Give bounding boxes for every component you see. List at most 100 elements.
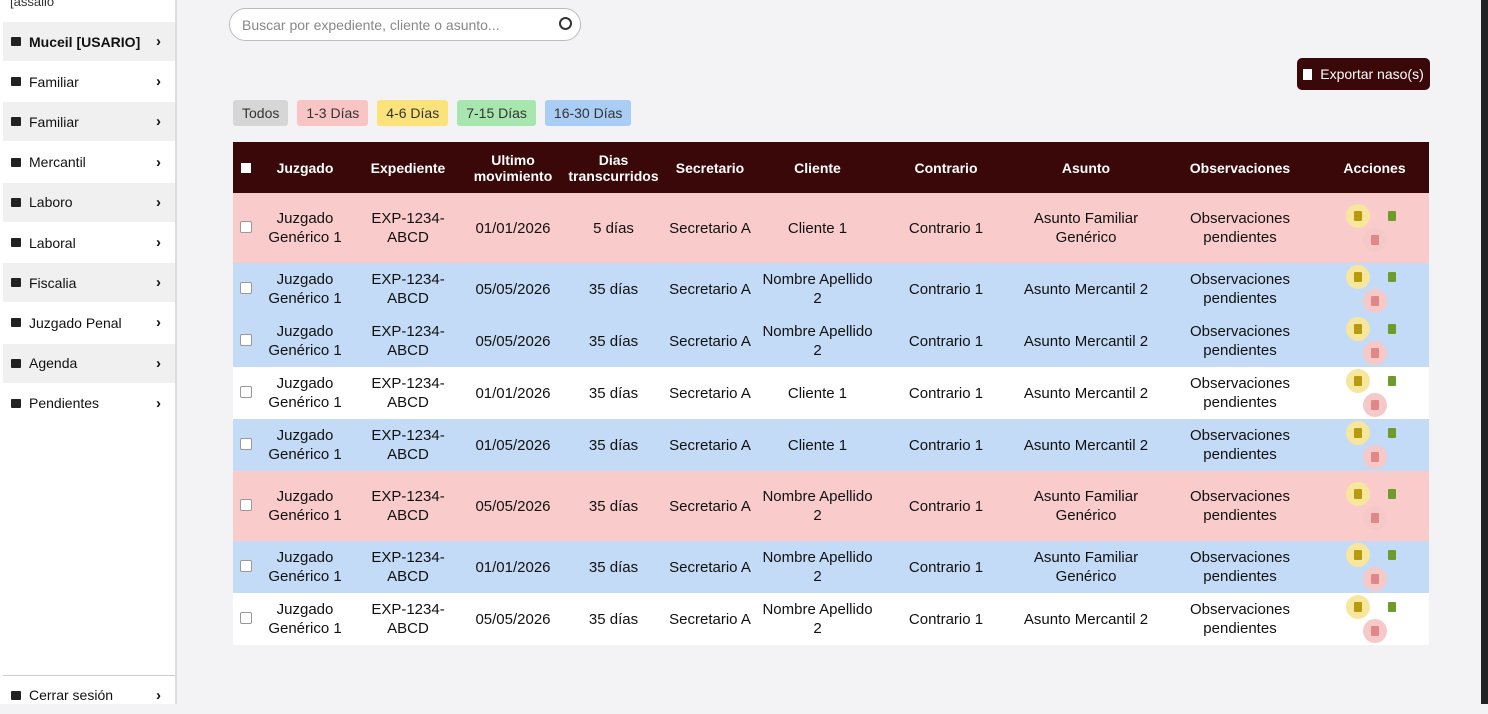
table-row: Juzgado Genérico 1EXP-1234-ABCD05/05/202…: [233, 263, 1429, 315]
nav-item[interactable]: Familiar›: [3, 102, 175, 141]
delete-button[interactable]: [1363, 393, 1387, 417]
cell: Observaciones pendientes: [1160, 541, 1320, 593]
checkbox[interactable]: [240, 282, 252, 294]
table-row: Juzgado Genérico 1EXP-1234-ABCD01/01/202…: [233, 541, 1429, 593]
document-button[interactable]: [1380, 595, 1404, 619]
cell: Contrario 1: [880, 367, 1012, 419]
chevron: ›: [156, 73, 161, 90]
cell: Juzgado Genérico 1: [258, 193, 352, 263]
nav-item[interactable]: Agenda›: [3, 344, 175, 383]
search-box[interactable]: Buscar por expediente, cliente o asunto.…: [229, 8, 581, 41]
nav-item[interactable]: Juzgado Penal›: [3, 303, 175, 342]
cell: Nombre Apellido 2: [755, 263, 880, 315]
delete-button[interactable]: [1363, 567, 1387, 591]
checkbox[interactable]: [240, 386, 252, 398]
actions-cell: [1320, 315, 1429, 367]
cell: EXP-1234-ABCD: [352, 315, 464, 367]
document-button[interactable]: [1380, 204, 1404, 228]
checkbox[interactable]: [240, 499, 252, 511]
filter-button[interactable]: 16-30 Días: [545, 100, 631, 126]
checkbox[interactable]: [241, 163, 251, 173]
edit-button[interactable]: [1346, 421, 1370, 445]
logout-label: Cerrar sesión: [29, 687, 113, 703]
select-all[interactable]: [233, 142, 258, 193]
actions-cell: [1320, 541, 1429, 593]
delete-button[interactable]: [1363, 289, 1387, 313]
chevron: ›: [156, 33, 161, 50]
nav-label: Familiar: [29, 74, 79, 90]
cell: 35 días: [562, 593, 665, 645]
column-header: Secretario: [665, 142, 755, 193]
edit-button[interactable]: [1346, 317, 1370, 341]
nav-item[interactable]: Fiscalia›: [3, 263, 175, 302]
cell: 35 días: [562, 263, 665, 315]
select-cell: [233, 471, 258, 541]
document-button[interactable]: [1380, 369, 1404, 393]
nav-item[interactable]: Laboral›: [3, 223, 175, 262]
checkbox[interactable]: [240, 334, 252, 346]
delete-button[interactable]: [1363, 445, 1387, 469]
cell: Secretario A: [665, 315, 755, 367]
nav-item[interactable]: Familiar ›: [3, 62, 175, 101]
select-cell: [233, 593, 258, 645]
delete-button[interactable]: [1363, 506, 1387, 530]
filter-button[interactable]: 1-3 Días: [297, 100, 368, 126]
cell: Nombre Apellido 2: [755, 315, 880, 367]
delete-button[interactable]: [1363, 228, 1387, 252]
actions-cell: [1320, 367, 1429, 419]
cell: 01/05/2026: [464, 419, 562, 471]
table-row: Juzgado Genérico 1EXP-1234-ABCD05/05/202…: [233, 315, 1429, 367]
actions-cell: [1320, 419, 1429, 471]
chevron: ›: [156, 234, 161, 251]
cell: Nombre Apellido 2: [755, 593, 880, 645]
column-header: Juzgado: [258, 142, 352, 193]
cell: Juzgado Genérico 1: [258, 541, 352, 593]
checkbox[interactable]: [240, 221, 252, 233]
chevron: ›: [156, 194, 161, 211]
edit-button[interactable]: [1346, 265, 1370, 289]
filter-button[interactable]: 7-15 Días: [457, 100, 536, 126]
checkbox[interactable]: [240, 438, 252, 450]
filter-button[interactable]: Todos: [233, 100, 288, 126]
edit-button[interactable]: [1346, 543, 1370, 567]
table-row: Juzgado Genérico 1EXP-1234-ABCD05/05/202…: [233, 471, 1429, 541]
cell: Observaciones pendientes: [1160, 367, 1320, 419]
cell: Contrario 1: [880, 263, 1012, 315]
table-row: Juzgado Genérico 1EXP-1234-ABCD01/05/202…: [233, 419, 1429, 471]
export-label: Exportar naso(s): [1320, 66, 1423, 82]
logout[interactable]: Cerrar sesión›: [3, 675, 175, 714]
nav-item[interactable]: Laboro›: [3, 183, 175, 222]
document-button[interactable]: [1380, 482, 1404, 506]
document-button[interactable]: [1380, 543, 1404, 567]
actions-cell: [1320, 471, 1429, 541]
edit-button[interactable]: [1346, 369, 1370, 393]
nav-item[interactable]: Mercantil›: [3, 143, 175, 182]
nav-item[interactable]: Pendientes›: [3, 384, 175, 423]
cell: Observaciones pendientes: [1160, 263, 1320, 315]
delete-button[interactable]: [1363, 619, 1387, 643]
cell: Contrario 1: [880, 419, 1012, 471]
checkbox[interactable]: [240, 612, 252, 624]
cell: Nombre Apellido 2: [755, 541, 880, 593]
edit-button[interactable]: [1346, 204, 1370, 228]
export-button[interactable]: Exportar naso(s): [1297, 58, 1430, 90]
edit-button[interactable]: [1346, 595, 1370, 619]
document-button[interactable]: [1380, 265, 1404, 289]
cell: Cliente 1: [755, 419, 880, 471]
document-button[interactable]: [1380, 317, 1404, 341]
cell: Secretario A: [665, 263, 755, 315]
delete-button[interactable]: [1363, 341, 1387, 365]
nav-icon: [11, 37, 21, 46]
nav-item[interactable]: Muceil [USARIO]›: [3, 22, 175, 61]
select-cell: [233, 263, 258, 315]
filter-button[interactable]: 4-6 Días: [377, 100, 448, 126]
edit-button[interactable]: [1346, 482, 1370, 506]
cell: Asunto Mercantil 2: [1012, 419, 1160, 471]
cell: Observaciones pendientes: [1160, 315, 1320, 367]
document-button[interactable]: [1380, 421, 1404, 445]
nav-icon: [11, 198, 21, 207]
checkbox[interactable]: [240, 560, 252, 572]
cell: Juzgado Genérico 1: [258, 315, 352, 367]
chevron: ›: [156, 154, 161, 171]
window-edge: [1481, 0, 1488, 704]
